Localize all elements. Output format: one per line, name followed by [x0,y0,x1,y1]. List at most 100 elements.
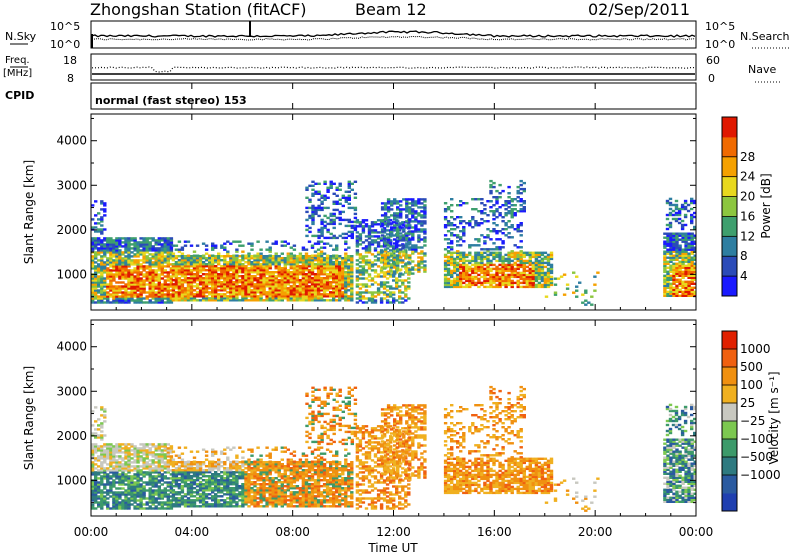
power-cell [262,261,266,264]
power-cell [100,287,104,290]
velocity-cell [127,455,131,458]
power-cell [373,231,378,234]
power-cell [289,257,293,260]
power-cell [489,238,493,241]
power-cell [232,283,236,286]
power-cell [124,301,128,304]
velocity-cell [166,493,170,496]
power-cell [474,275,478,279]
power-cell [183,259,188,262]
velocity-cell [139,457,143,460]
power-cell [398,261,402,264]
power-cell [335,188,339,191]
power-cell [106,239,110,242]
power-cell [133,283,137,286]
power-cell [489,275,493,279]
power-cell [171,252,176,255]
power-cell [157,253,161,256]
power-cell [663,282,667,285]
power-cell [100,202,104,205]
power-cell [459,279,463,283]
power-cell [250,289,254,292]
velocity-cell [139,471,143,474]
power-cell [97,228,101,231]
power-cell [344,293,348,296]
nave-trace [92,66,696,73]
power-cell [690,215,694,219]
power-cell [414,244,418,247]
velocity-cell [103,501,107,504]
power-cell [130,237,134,240]
power-cell [405,216,409,219]
power-cell [316,261,321,264]
power-cell [347,267,351,270]
power-cell [160,301,164,304]
power-cell [522,251,526,254]
power-cell [519,261,523,265]
power-cell [247,259,251,262]
power-cell [316,275,321,278]
power-cell [474,198,478,201]
power-cell [335,291,339,294]
velocity-cell [109,469,113,472]
power-cell [450,216,454,219]
power-cell [310,297,315,300]
power-cell [459,277,463,281]
power-cell [477,224,481,227]
power-cell [489,261,493,265]
power-cell [253,269,257,272]
power-cell [238,267,242,270]
power-cell [344,196,348,199]
power-cell [690,260,694,263]
velocity-cell [106,449,110,452]
power-cell [549,275,554,279]
power-cell [136,247,140,250]
power-cell [256,287,260,290]
power-cell [174,275,179,278]
power-cell [477,277,481,281]
power-cell [666,250,670,253]
power-cell [335,281,339,284]
power-cell [195,265,200,268]
power-cell [100,275,104,278]
power-cell [453,259,457,263]
power-cell [504,234,508,237]
power-cell [208,261,212,264]
power-cell [247,271,251,274]
velocity-cell [106,463,110,466]
velocity-cell [154,479,158,482]
power-cell [148,253,152,256]
velocity-cell [166,483,170,486]
velocity-cell [130,461,134,464]
power-cell [186,271,191,274]
velocity-cell [160,465,164,468]
velocity-cell [157,503,161,506]
velocity-cell [112,503,116,506]
power-cell [335,202,339,205]
power-cell [666,252,670,255]
power-cell [124,261,128,264]
power-cell [361,291,366,294]
velocity-cell [157,455,161,458]
power-cell [350,265,354,268]
power-cell [274,257,278,260]
power-cell [100,267,104,270]
power-cell [313,293,318,296]
power-cell [208,263,212,266]
velocity-cell [133,499,137,502]
power-cell [97,301,101,304]
power-cell [229,281,233,284]
power-cell [109,301,113,304]
power-cell [204,287,209,290]
power-cell [338,222,342,226]
power-cell [678,256,682,259]
power-cell [385,281,390,284]
power-cell [389,301,393,304]
power-cell [145,259,149,262]
power-cell [100,297,104,300]
power-cell [280,283,284,286]
power-cell [516,255,520,259]
power-cell [402,254,406,257]
power-cell [383,254,388,257]
power-cell [507,261,511,265]
